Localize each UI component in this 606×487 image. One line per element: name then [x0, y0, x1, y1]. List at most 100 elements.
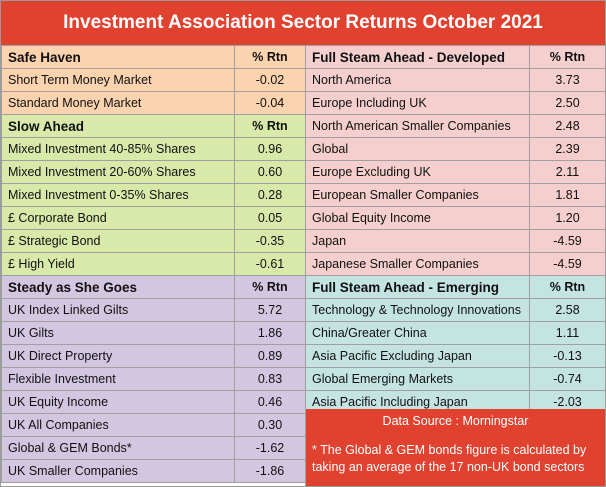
- sector-name: Europe Excluding UK: [305, 160, 530, 184]
- sector-return: 0.89: [234, 344, 306, 368]
- sector-name: UK Smaller Companies: [1, 459, 235, 483]
- sector-name: Europe Including UK: [305, 91, 530, 115]
- sector-return: 0.30: [234, 413, 306, 437]
- sector-name: UK Equity Income: [1, 390, 235, 414]
- sector-return: 2.39: [529, 137, 606, 161]
- sector-return: -1.86: [234, 459, 306, 483]
- sector-return: -0.02: [234, 68, 306, 92]
- sector-name: UK All Companies: [1, 413, 235, 437]
- sector-return: 0.28: [234, 183, 306, 207]
- return-column-header: % Rtn: [529, 275, 606, 299]
- sector-return: 1.20: [529, 206, 606, 230]
- sector-return: 2.48: [529, 114, 606, 138]
- sector-return: 0.46: [234, 390, 306, 414]
- table-row: Japan -4.59: [305, 229, 606, 253]
- section-header: Slow Ahead% Rtn: [1, 114, 306, 138]
- sector-name: Mixed Investment 0-35% Shares: [1, 183, 235, 207]
- sector-name: £ Corporate Bond: [1, 206, 235, 230]
- table-row: Japanese Smaller Companies -4.59: [305, 252, 606, 276]
- section-title: Full Steam Ahead - Developed: [305, 45, 530, 69]
- sector-name: Global: [305, 137, 530, 161]
- table-row: Asia Pacific Excluding Japan -0.13: [305, 344, 606, 368]
- table-row: Mixed Investment 0-35% Shares 0.28: [1, 183, 306, 207]
- section-title: Steady as She Goes: [1, 275, 235, 299]
- table-row: Mixed Investment 20-60% Shares 0.60: [1, 160, 306, 184]
- sector-name: UK Direct Property: [1, 344, 235, 368]
- sector-name: Mixed Investment 40-85% Shares: [1, 137, 235, 161]
- table-row: Global 2.39: [305, 137, 606, 161]
- sector-name: Japanese Smaller Companies: [305, 252, 530, 276]
- sector-return: -0.04: [234, 91, 306, 115]
- sector-name: Global Equity Income: [305, 206, 530, 230]
- section-title: Safe Haven: [1, 45, 235, 69]
- table-row: £ High Yield -0.61: [1, 252, 306, 276]
- sector-name: Technology & Technology Innovations: [305, 298, 530, 322]
- table-row: Europe Including UK 2.50: [305, 91, 606, 115]
- data-source-label: Data Source : Morningstar: [382, 414, 529, 428]
- sector-name: Short Term Money Market: [1, 68, 235, 92]
- sector-return: 1.81: [529, 183, 606, 207]
- section-header: Steady as She Goes% Rtn: [1, 275, 306, 299]
- table-row: Flexible Investment 0.83: [1, 367, 306, 391]
- sector-name: Standard Money Market: [1, 91, 235, 115]
- table-row: Mixed Investment 40-85% Shares 0.96: [1, 137, 306, 161]
- return-column-header: % Rtn: [234, 275, 306, 299]
- sector-return: -1.62: [234, 436, 306, 460]
- sector-return: -0.74: [529, 367, 606, 391]
- sector-return: 5.72: [234, 298, 306, 322]
- left-sector-table: Safe Haven% Rtn Short Term Money Market -0…: [1, 45, 306, 483]
- table-row: Global Emerging Markets -0.74: [305, 367, 606, 391]
- sector-name: European Smaller Companies: [305, 183, 530, 207]
- table-row: China/Greater China 1.11: [305, 321, 606, 345]
- table-row: North America 3.73: [305, 68, 606, 92]
- table-row: UK Direct Property 0.89: [1, 344, 306, 368]
- sector-name: Global Emerging Markets: [305, 367, 530, 391]
- sector-return: -4.59: [529, 252, 606, 276]
- sector-return: -0.13: [529, 344, 606, 368]
- table-row: UK Index Linked Gilts 5.72: [1, 298, 306, 322]
- sector-return: 0.83: [234, 367, 306, 391]
- table-row: £ Corporate Bond 0.05: [1, 206, 306, 230]
- table-row: UK Equity Income 0.46: [1, 390, 306, 414]
- sector-name: Japan: [305, 229, 530, 253]
- table-row: Standard Money Market -0.04: [1, 91, 306, 115]
- return-column-header: % Rtn: [234, 114, 306, 138]
- sector-name: UK Gilts: [1, 321, 235, 345]
- sector-name: £ High Yield: [1, 252, 235, 276]
- table-row: UK All Companies 0.30: [1, 413, 306, 437]
- sector-return: -0.61: [234, 252, 306, 276]
- sector-return: 0.60: [234, 160, 306, 184]
- sector-name: Asia Pacific Including Japan: [305, 390, 530, 414]
- sector-return: 1.11: [529, 321, 606, 345]
- sector-return: -0.35: [234, 229, 306, 253]
- table-row: North American Smaller Companies 2.48: [305, 114, 606, 138]
- page-title: Investment Association Sector Returns Oc…: [1, 1, 605, 45]
- sector-return: 2.58: [529, 298, 606, 322]
- section-title: Full Steam Ahead - Emerging: [305, 275, 530, 299]
- table-row: Technology & Technology Innovations 2.58: [305, 298, 606, 322]
- sector-return: 3.73: [529, 68, 606, 92]
- return-column-header: % Rtn: [234, 45, 306, 69]
- table-row: UK Smaller Companies -1.86: [1, 459, 306, 483]
- table-row: European Smaller Companies 1.81: [305, 183, 606, 207]
- sector-name: Mixed Investment 20-60% Shares: [1, 160, 235, 184]
- table-row: Global Equity Income 1.20: [305, 206, 606, 230]
- sector-name: Flexible Investment: [1, 367, 235, 391]
- sector-name: £ Strategic Bond: [1, 229, 235, 253]
- source-note-box: Data Source : Morningstar * The Global &…: [305, 409, 605, 486]
- section-header: Safe Haven% Rtn: [1, 45, 306, 69]
- section-title: Slow Ahead: [1, 114, 235, 138]
- sector-return: -4.59: [529, 229, 606, 253]
- footnote-text: * The Global & GEM bonds figure is calcu…: [312, 443, 587, 474]
- sector-name: China/Greater China: [305, 321, 530, 345]
- table-row: UK Gilts 1.86: [1, 321, 306, 345]
- right-sector-table: Full Steam Ahead - Developed% Rtn North A…: [305, 45, 606, 414]
- sector-name: North American Smaller Companies: [305, 114, 530, 138]
- sector-return: 2.50: [529, 91, 606, 115]
- table-row: Global & GEM Bonds* -1.62: [1, 436, 306, 460]
- table-row: Europe Excluding UK 2.11: [305, 160, 606, 184]
- return-column-header: % Rtn: [529, 45, 606, 69]
- sector-return: 0.05: [234, 206, 306, 230]
- table-row: Short Term Money Market -0.02: [1, 68, 306, 92]
